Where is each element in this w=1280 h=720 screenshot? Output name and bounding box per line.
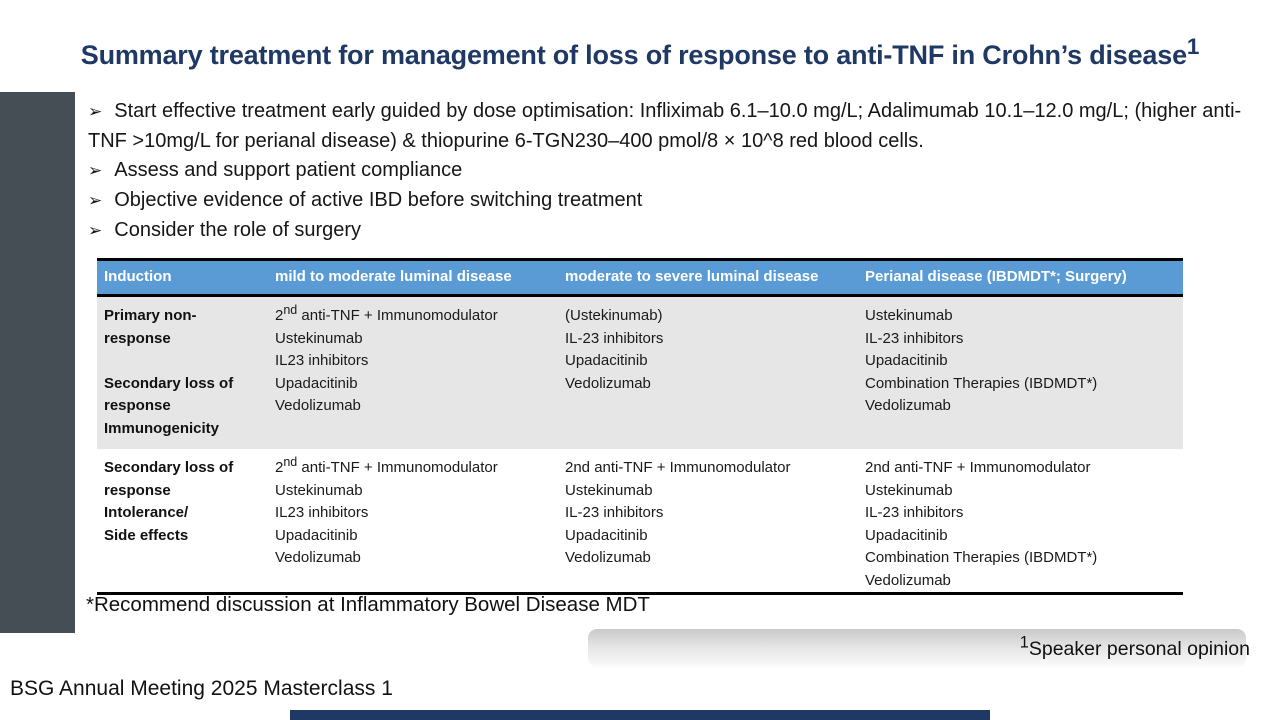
table-header-row: Induction mild to moderate luminal disea… <box>97 258 1183 297</box>
table-header-cell: mild to moderate luminal disease <box>275 268 512 286</box>
table-header-cell: moderate to severe luminal disease <box>565 268 819 286</box>
table-footnote: *Recommend discussion at Inflammatory Bo… <box>86 593 650 616</box>
bottom-accent-bar <box>290 710 990 720</box>
table-row: Primary non-response Secondary loss of re… <box>97 297 1183 449</box>
table-cell: Secondary loss of response Intolerance/Si… <box>104 459 234 544</box>
bullet-item: ➢ Objective evidence of active IBD before… <box>88 186 1264 216</box>
table-header-cell: Perianal disease (IBDMDT*; Surgery) <box>865 268 1127 286</box>
page-title: Summary treatment for management of loss… <box>80 34 1200 70</box>
bullet-item: ➢ Consider the role of surgery <box>88 216 1264 246</box>
left-accent-bar <box>0 92 75 633</box>
bullet-item: ➢ Assess and support patient compliance <box>88 156 1264 186</box>
bullet-text: Assess and support patient compliance <box>114 159 463 181</box>
table-cell: (Ustekinumab) IL-23 inhibitors Upadacitini… <box>565 307 664 392</box>
arrow-bullet-icon: ➢ <box>88 221 103 241</box>
treatment-table: Induction mild to moderate luminal disea… <box>97 258 1183 595</box>
table-row: Secondary loss of response Intolerance/Si… <box>97 449 1183 592</box>
bullet-text: Objective evidence of active IBD before … <box>114 189 643 211</box>
bullet-item: ➢ Start effective treatment early guided … <box>88 97 1264 156</box>
bullet-text: Start effective treatment early guided b… <box>88 100 1242 152</box>
event-footer: BSG Annual Meeting 2025 Masterclass 1 <box>10 677 393 700</box>
table-cell: 2nd anti-TNF + Immunomodulator Ustekinuma… <box>275 455 498 566</box>
table-cell: 2nd anti-TNF + Immunomodulator Ustekinuma… <box>565 459 791 566</box>
speaker-note: 1Speaker personal opinion <box>1019 633 1250 660</box>
table-cell: Primary non-response Secondary loss of re… <box>104 307 234 437</box>
bullet-list: ➢ Start effective treatment early guided … <box>88 97 1264 246</box>
arrow-bullet-icon: ➢ <box>88 102 103 122</box>
bullet-text: Consider the role of surgery <box>114 219 362 241</box>
table-header-cell: Induction <box>104 268 172 286</box>
table-cell: Ustekinumab IL-23 inhibitors Upadacitinib C… <box>865 307 1098 414</box>
table-cell: 2nd anti-TNF + Immunomodulator Ustekinuma… <box>865 459 1098 589</box>
table-cell: 2nd anti-TNF + Immunomodulator Ustekinuma… <box>275 303 498 414</box>
gradient-band <box>588 629 1246 667</box>
arrow-bullet-icon: ➢ <box>88 191 103 211</box>
arrow-bullet-icon: ➢ <box>88 161 103 181</box>
